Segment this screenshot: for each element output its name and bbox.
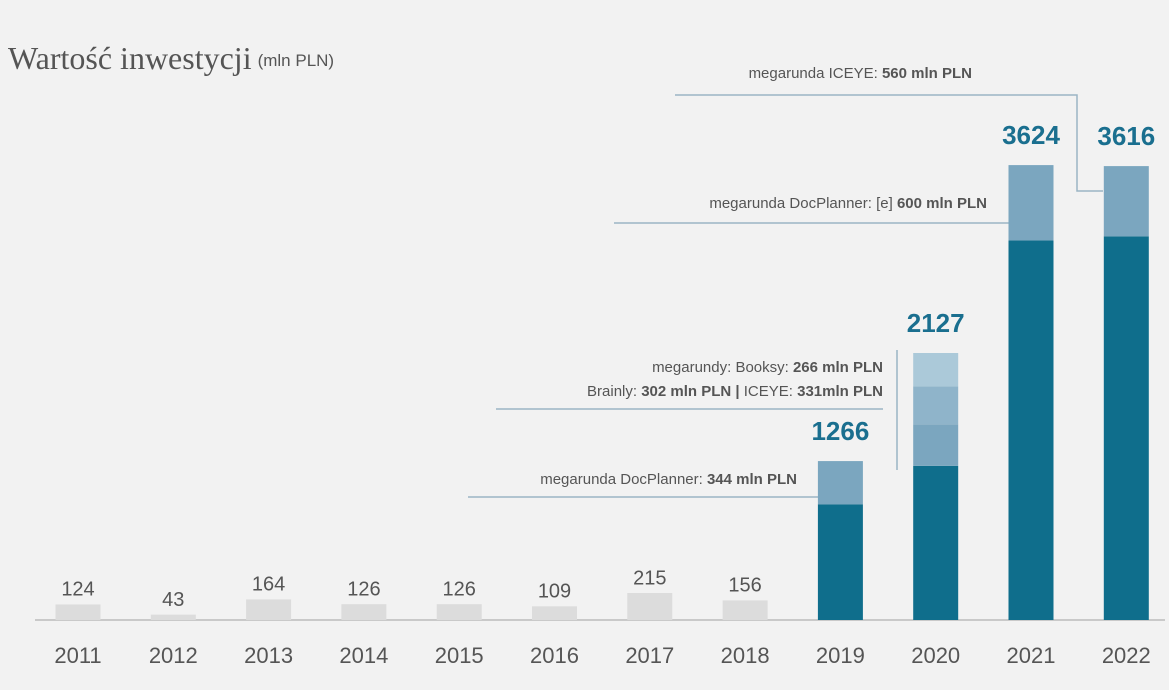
x-tick-label: 2012 xyxy=(149,643,198,668)
bar-segment xyxy=(1103,166,1149,237)
bar-segment xyxy=(246,599,292,620)
annotation-part: 600 mln PLN xyxy=(897,195,987,212)
chart-title: Wartość inwestycji (mln PLN) xyxy=(8,40,334,76)
annotation-part: 266 mln PLN xyxy=(793,359,883,376)
x-tick-label: 2011 xyxy=(54,643,101,668)
bar-segment xyxy=(627,593,673,620)
x-tick-label: 2021 xyxy=(1007,643,1056,668)
x-tick-label: 2014 xyxy=(339,643,388,668)
x-tick-label: 2015 xyxy=(435,643,484,668)
value-label: 215 xyxy=(633,567,666,589)
annotation: Brainly: 302 mln PLN | ICEYE: 331mln PLN xyxy=(587,383,883,400)
x-tick-label: 2019 xyxy=(816,643,865,668)
bar-segment xyxy=(913,353,959,387)
annotation: megarunda ICEYE: 560 mln PLN xyxy=(749,65,972,82)
bar-segment xyxy=(1008,165,1054,241)
value-label: 126 xyxy=(347,578,380,600)
x-tick-label: 2018 xyxy=(721,643,770,668)
bar-segment xyxy=(913,386,959,425)
value-label: 124 xyxy=(61,579,94,601)
annotation-line xyxy=(675,94,1103,192)
x-tick-label: 2017 xyxy=(625,643,674,668)
bar-segment xyxy=(913,424,959,466)
total-label: 3616 xyxy=(1097,121,1155,151)
bar-segment xyxy=(817,504,863,620)
annotation-part: megarunda DocPlanner: xyxy=(540,471,707,488)
annotation-part: 560 mln PLN xyxy=(882,65,972,82)
bar-segment xyxy=(436,604,482,620)
bar-segment xyxy=(817,461,863,505)
annotation-part: 344 mln PLN xyxy=(707,471,797,488)
value-label: 126 xyxy=(443,578,476,600)
bar-segment xyxy=(1008,240,1054,620)
bar-segment xyxy=(341,604,387,620)
bar-segment xyxy=(1103,236,1149,620)
title-unit: (mln PLN) xyxy=(258,51,335,70)
annotation-part: megarunda DocPlanner: [e] xyxy=(709,195,897,212)
bar-segment xyxy=(913,465,959,620)
bar-segment xyxy=(722,600,768,620)
x-tick-label: 2020 xyxy=(911,643,960,668)
bar-segment xyxy=(532,606,577,620)
bar-segment xyxy=(55,604,101,620)
x-tick-label: 2022 xyxy=(1102,643,1151,668)
title-text: Wartość inwestycji xyxy=(8,40,252,76)
value-label: 156 xyxy=(728,575,761,597)
x-tick-label: 2013 xyxy=(244,643,293,668)
total-label: 3624 xyxy=(1002,120,1060,150)
annotation: megarunda DocPlanner: 344 mln PLN xyxy=(540,471,797,488)
annotation-part: ICEYE: xyxy=(744,383,797,400)
annotation: megarunda DocPlanner: [e] 600 mln PLN xyxy=(709,195,987,212)
total-label: 2127 xyxy=(907,308,965,338)
annotation-part: megarunda ICEYE: xyxy=(749,65,882,82)
annotation-part: 331mln PLN xyxy=(797,383,883,400)
annotation-part: Brainly: xyxy=(587,383,641,400)
annotation-part: 302 mln PLN | xyxy=(641,383,744,400)
bar-segment xyxy=(150,614,196,620)
annotation: megarundy: Booksy: 266 mln PLN xyxy=(652,359,883,376)
x-tick-label: 2016 xyxy=(530,643,579,668)
value-label: 43 xyxy=(162,589,184,611)
total-label: 1266 xyxy=(811,416,869,446)
value-label: 164 xyxy=(252,574,285,596)
annotation-part: megarundy: Booksy: xyxy=(652,359,793,376)
value-label: 109 xyxy=(538,581,571,603)
